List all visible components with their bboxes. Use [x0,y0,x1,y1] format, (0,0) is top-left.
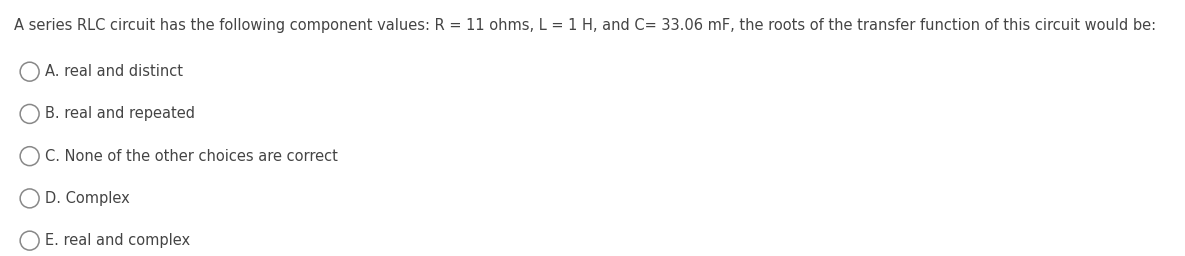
Text: C. None of the other choices are correct: C. None of the other choices are correct [45,149,338,164]
Text: B. real and repeated: B. real and repeated [45,106,196,121]
Text: E. real and complex: E. real and complex [45,233,190,248]
Text: A series RLC circuit has the following component values: R = 11 ohms, L = 1 H, a: A series RLC circuit has the following c… [14,18,1157,33]
Text: A. real and distinct: A. real and distinct [45,64,182,79]
Text: D. Complex: D. Complex [45,191,130,206]
